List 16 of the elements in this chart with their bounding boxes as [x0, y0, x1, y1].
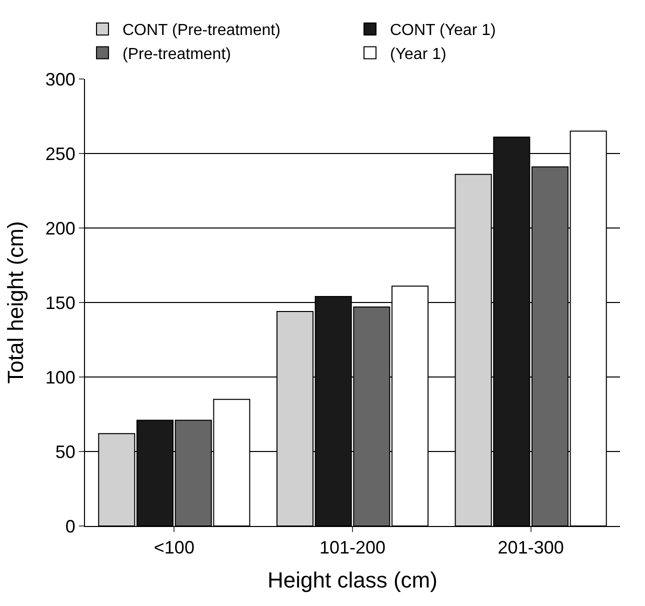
x-tick-label: 201-300	[498, 538, 564, 558]
y-tick-label: 300	[45, 69, 76, 90]
legend-label: CONT (Pre-treatment)	[122, 22, 280, 40]
x-tick-label: 101-200	[319, 538, 386, 558]
y-tick-label: 50	[55, 442, 76, 462]
x-axis-title: Height class (cm)	[268, 568, 438, 592]
y-tick-label: 0	[65, 516, 76, 536]
y-axis-title: Total height (cm)	[3, 221, 28, 384]
x-tick-label: <100	[154, 538, 194, 558]
y-tick-label: 100	[45, 367, 76, 388]
y-tick-label: 250	[45, 144, 76, 164]
legend-label: (Pre-treatment)	[122, 46, 231, 63]
y-tick-label: 150	[45, 292, 76, 313]
legend-label: CONT (Year 1)	[390, 22, 496, 40]
y-tick-label: 200	[45, 218, 76, 238]
legend-label: (Year 1)	[390, 46, 446, 63]
